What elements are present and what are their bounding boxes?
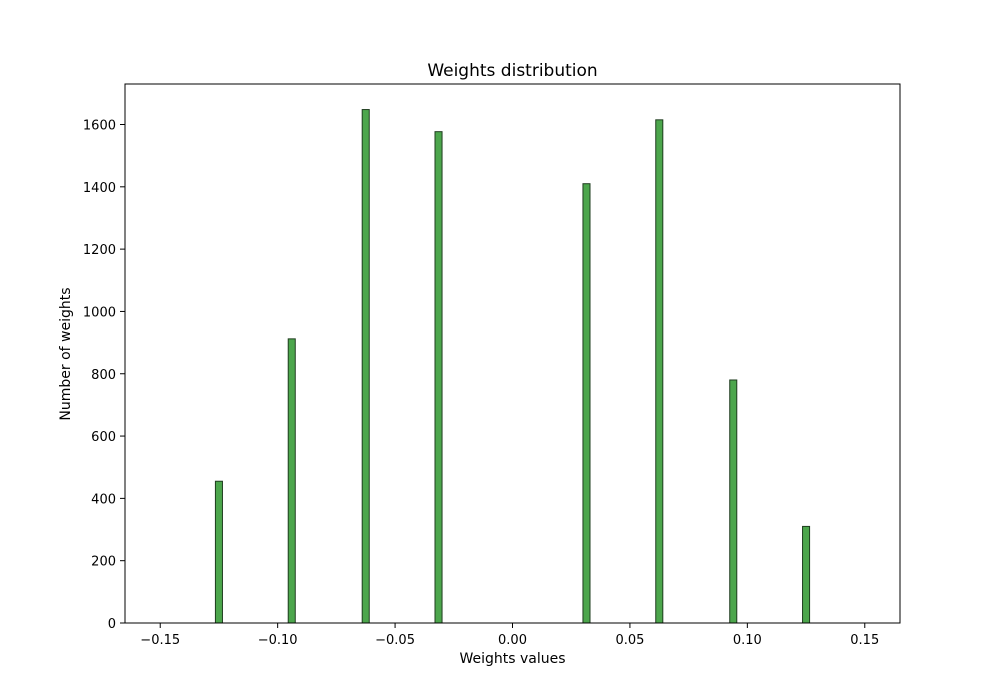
histogram-bar-7 (802, 525, 811, 624)
chart-title: Weights distribution (427, 61, 597, 81)
x-axis-ticks: −0.15 −0.10 −0.05 0.00 0.05 0.10 0.15 (140, 623, 879, 648)
histogram-bar-4 (582, 183, 591, 624)
histogram-bar-2 (361, 109, 370, 624)
plot-frame (124, 83, 901, 624)
x-tick-label-4: 0.05 (615, 633, 644, 648)
histogram-bar-6 (729, 379, 738, 624)
y-tick-label-1: 200 (91, 555, 116, 570)
histogram-bar-3 (434, 131, 443, 624)
x-tick-label-3: 0.00 (498, 633, 527, 648)
x-tick-label-0: −0.15 (140, 633, 180, 648)
histogram-bar-5 (655, 119, 664, 624)
x-tick-label-1: −0.10 (258, 633, 298, 648)
x-tick-label-5: 0.10 (733, 633, 762, 648)
x-tick-label-6: 0.15 (850, 633, 879, 648)
y-tick-label-5: 1000 (83, 305, 116, 320)
y-tick-label-4: 800 (91, 368, 116, 383)
bars-layer (214, 109, 811, 624)
x-axis-label: Weights values (459, 651, 565, 667)
histogram-bar-0 (214, 480, 223, 624)
y-tick-label-2: 400 (91, 492, 116, 507)
y-tick-label-7: 1400 (83, 181, 116, 196)
y-tick-label-0: 0 (108, 617, 116, 632)
y-tick-label-8: 1600 (83, 119, 116, 134)
y-tick-label-6: 1200 (83, 243, 116, 258)
y-axis-label: Number of weights (58, 287, 74, 420)
x-tick-label-2: −0.05 (375, 633, 415, 648)
y-tick-label-3: 600 (91, 430, 116, 445)
y-axis-ticks: 0 200 400 600 800 1000 1200 1400 1600 (83, 119, 125, 632)
histogram-bar-1 (287, 338, 296, 624)
